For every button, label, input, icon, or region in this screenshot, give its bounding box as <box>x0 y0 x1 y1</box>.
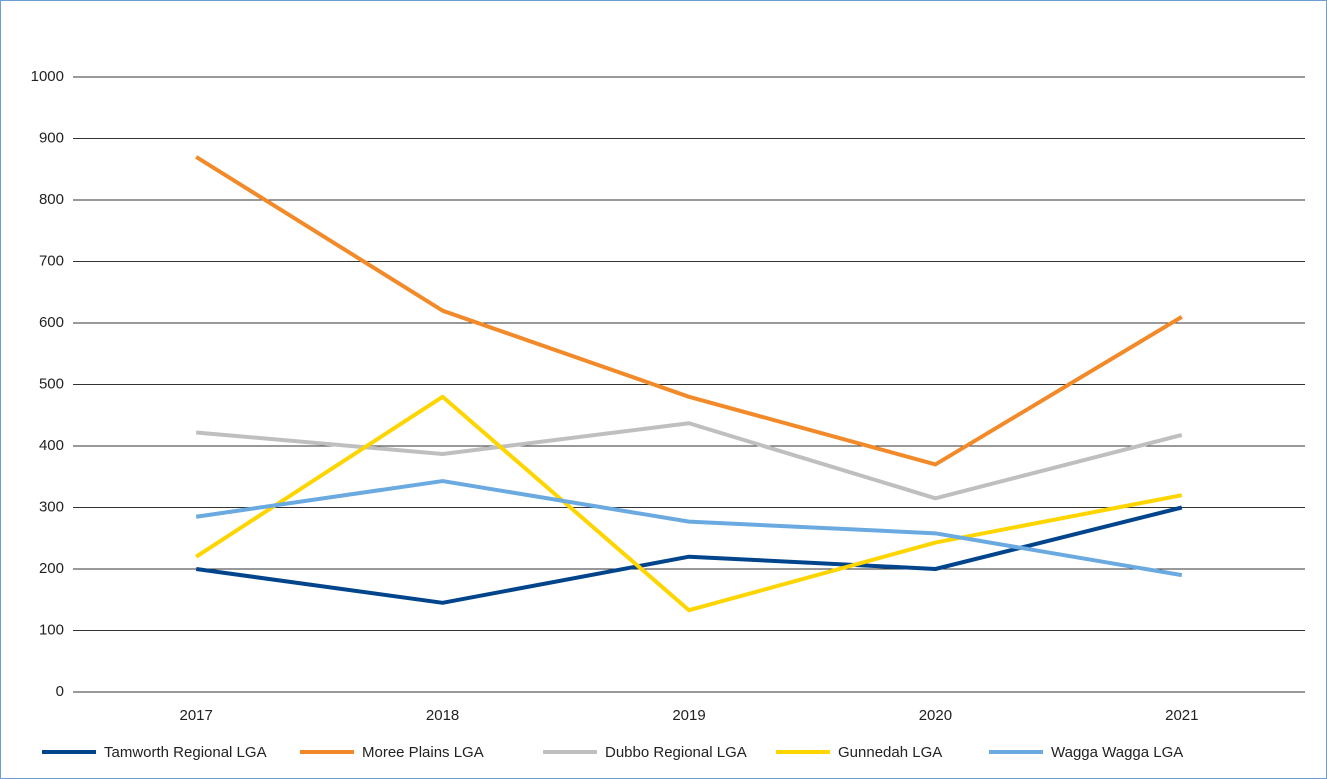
x-tick-label: 2020 <box>919 707 952 724</box>
series-line <box>196 421 1183 501</box>
legend-label: Moree Plains LGA <box>362 744 484 761</box>
legend-label: Gunnedah LGA <box>838 744 942 761</box>
y-tick-label: 200 <box>39 560 64 577</box>
series-line <box>195 394 1183 613</box>
y-tick-label: 900 <box>39 129 64 146</box>
y-tick-label: 100 <box>39 621 64 638</box>
y-tick-label: 300 <box>39 498 64 515</box>
series-line <box>195 479 1183 578</box>
y-tick-label: 0 <box>56 683 64 700</box>
x-tick-label: 2019 <box>672 707 705 724</box>
y-tick-label: 700 <box>39 252 64 269</box>
y-tick-label: 500 <box>39 375 64 392</box>
x-tick-label: 2017 <box>180 707 213 724</box>
x-tick-label: 2018 <box>426 707 459 724</box>
series-line <box>195 155 1183 467</box>
legend-label: Tamworth Regional LGA <box>104 744 267 761</box>
legend-label: Wagga Wagga LGA <box>1051 744 1183 761</box>
y-tick-label: 400 <box>39 437 64 454</box>
y-tick-label: 800 <box>39 191 64 208</box>
x-tick-label: 2021 <box>1165 707 1198 724</box>
y-tick-label: 600 <box>39 314 64 331</box>
legend-label: Dubbo Regional LGA <box>605 744 747 761</box>
y-tick-label: 1000 <box>31 68 64 85</box>
